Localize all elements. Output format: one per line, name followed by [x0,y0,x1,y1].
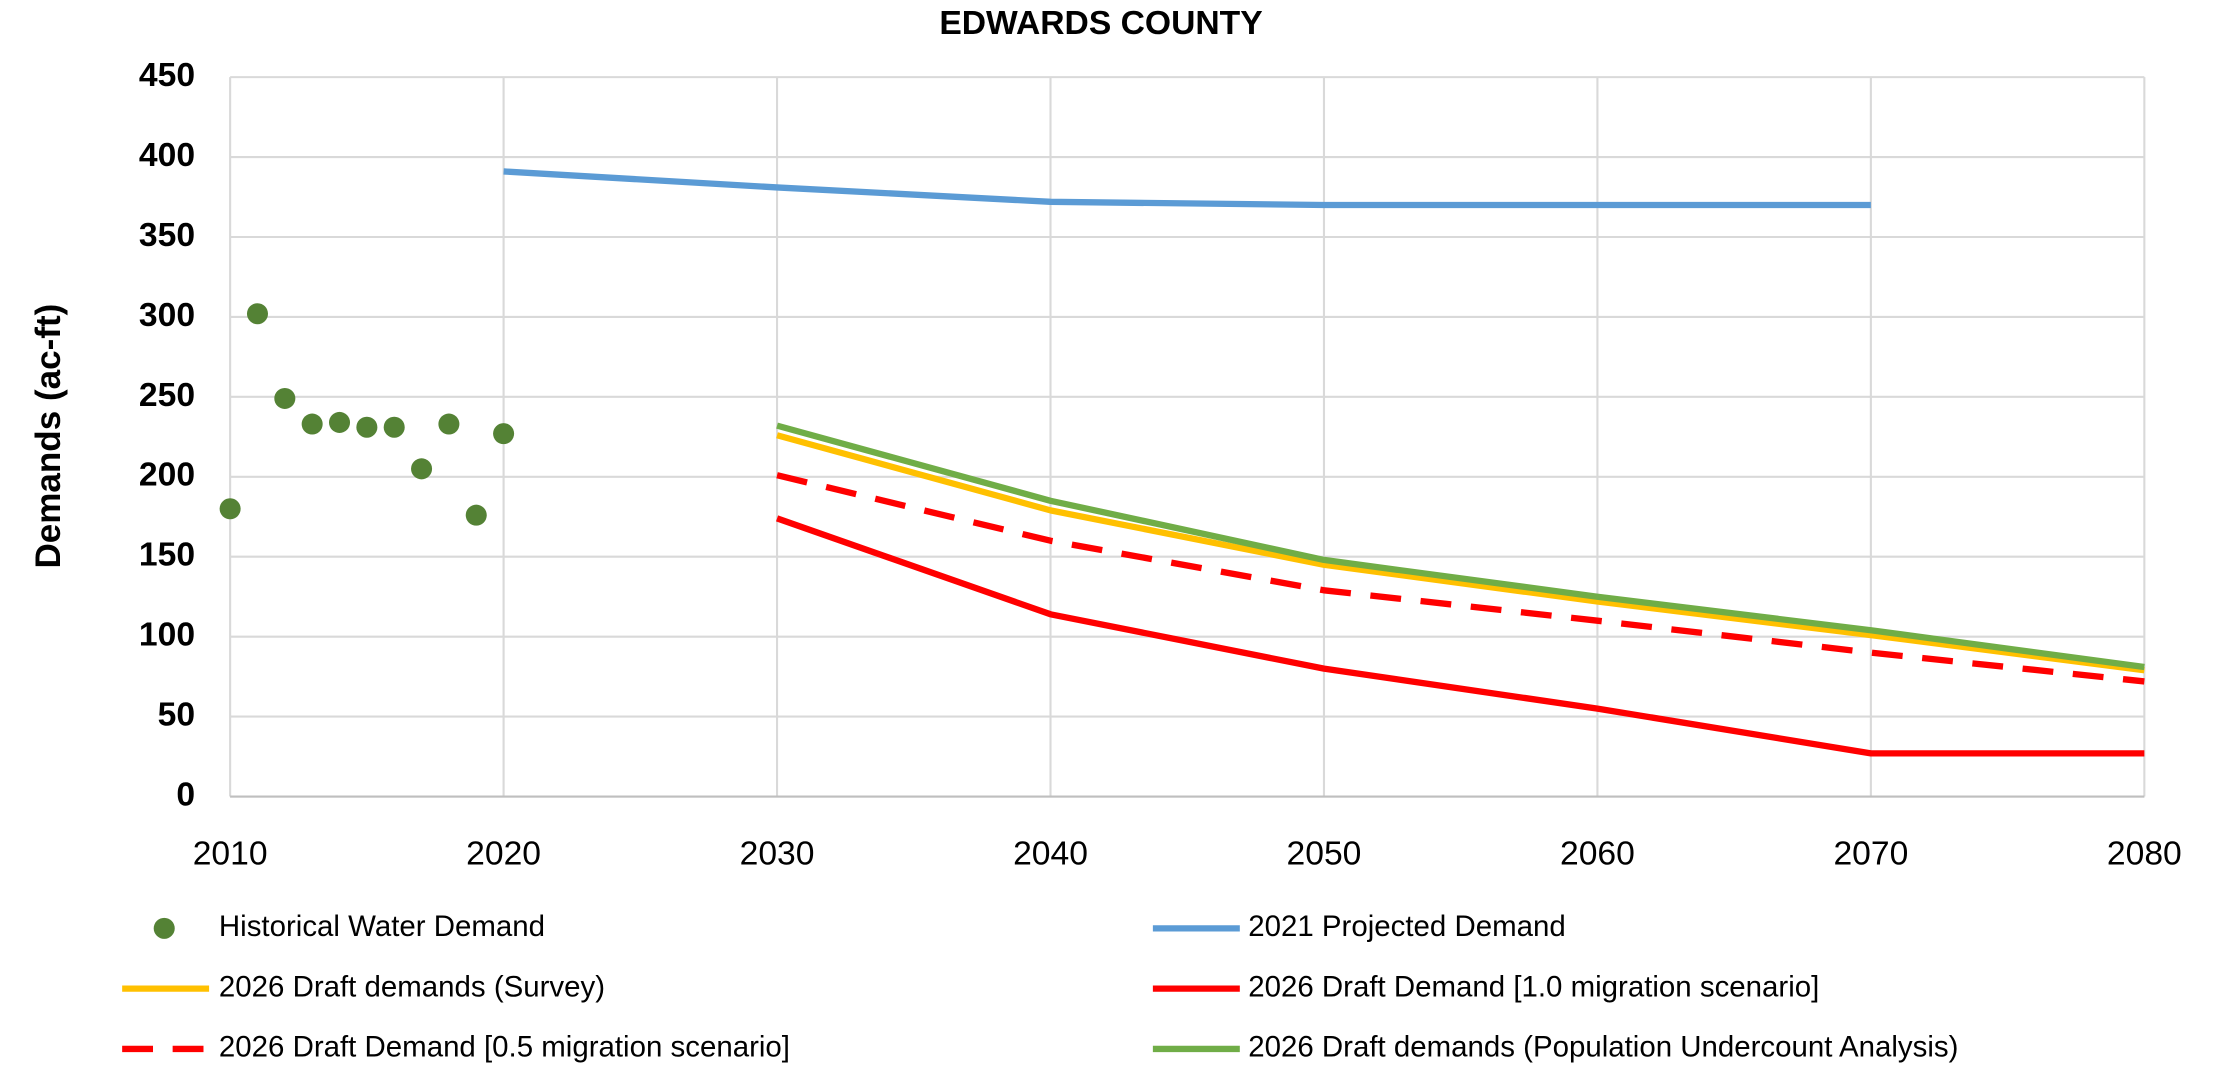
data-line [776,432,2145,674]
x-tick-label: 2040 [1013,835,1088,872]
y-tick-label: 200 [139,457,195,494]
legend-label: 2026 Draft Demand [1.0 migration scenari… [1248,970,1819,1003]
x-tick-label: 2020 [466,835,541,872]
data-line [776,515,2145,757]
y-tick-label: 50 [158,696,195,733]
x-tick-label: 2060 [1560,835,1635,872]
chart-title: EDWARDS COUNTY [939,5,1262,42]
legend-label: 2026 Draft demands (Survey) [219,970,605,1003]
y-tick-label: 0 [176,776,195,813]
y-axis-label: Demands (ac-ft) [29,304,68,569]
data-line [503,168,1871,209]
data-point [383,416,405,438]
data-point [465,504,487,526]
y-tick-label: 250 [139,377,195,414]
data-point [246,303,268,325]
x-tick-label: 2070 [1833,835,1908,872]
data-point [438,413,460,435]
data-point [274,387,296,409]
legend-label: 2026 Draft Demand [0.5 migration scenari… [219,1031,790,1064]
y-tick-label: 300 [139,297,195,334]
y-tick-label: 450 [139,57,195,94]
x-tick-label: 2080 [2107,835,2182,872]
y-tick-label: 150 [139,537,195,574]
x-tick-label: 2010 [193,835,268,872]
legend-label: 2026 Draft demands (Population Undercoun… [1248,1031,1958,1064]
x-tick-label: 2030 [740,835,815,872]
legend-marker [153,917,175,939]
legend-label: 2021 Projected Demand [1248,910,1565,943]
data-point [356,416,378,438]
x-tick-label: 2050 [1287,835,1362,872]
data-point [328,411,351,433]
data-point [219,498,241,520]
data-line [776,422,2145,671]
data-point [301,413,323,435]
y-tick-label: 100 [139,617,195,654]
data-point [493,423,515,445]
y-tick-label: 400 [139,137,195,174]
y-tick-label: 350 [139,217,195,254]
legend-label: Historical Water Demand [219,910,545,943]
data-point [411,458,433,480]
